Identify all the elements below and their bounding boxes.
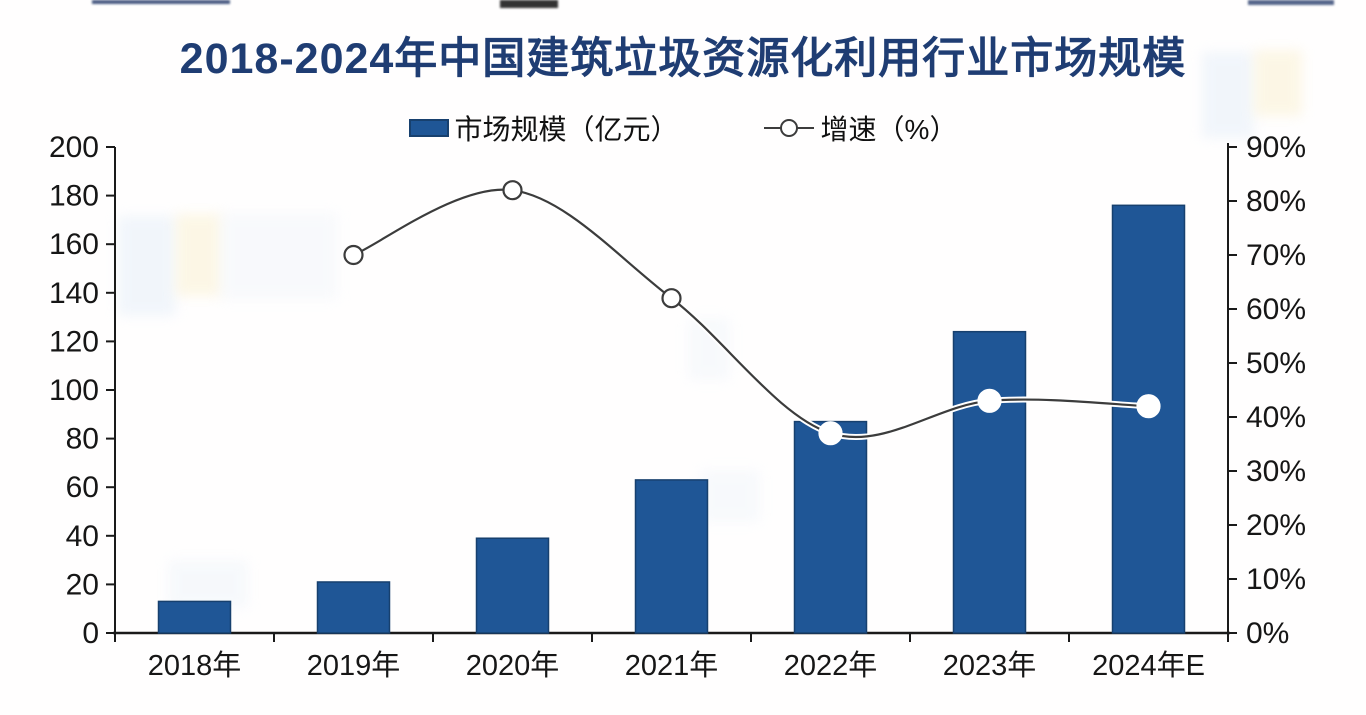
right-axis-tick-label: 20% <box>1246 509 1306 542</box>
bar-2020年 <box>475 537 550 634</box>
growth-marker-2022年 <box>818 421 843 446</box>
right-axis-tick-label: 0% <box>1246 617 1289 650</box>
bar-swatch-icon <box>408 119 449 137</box>
x-axis-category-label: 2023年 <box>943 649 1037 682</box>
bar-2023年 <box>952 330 1027 634</box>
left-axis-tick-label: 160 <box>49 228 99 261</box>
x-axis-category-label: 2018年 <box>148 649 242 682</box>
x-axis-category-label: 2022年 <box>784 649 878 682</box>
x-axis-category-label: 2019年 <box>307 649 401 682</box>
left-axis-tick-label: 200 <box>49 131 99 164</box>
right-axis-tick-label: 50% <box>1246 347 1306 380</box>
bar-2018年 <box>157 600 232 634</box>
left-axis-tick-label: 120 <box>49 325 99 358</box>
growth-marker-2024年E <box>1136 394 1161 419</box>
legend-label-market-size: 市场规模（亿元） <box>454 114 679 145</box>
right-axis-tick-label: 90% <box>1246 131 1306 164</box>
left-axis-tick-label: 20 <box>66 568 99 601</box>
bar-2019年 <box>316 581 391 634</box>
line-marker-icon <box>763 119 814 137</box>
legend-item-growth-rate: 增速（%） <box>763 108 958 148</box>
bar-2024年E <box>1111 204 1186 634</box>
bar-2021年 <box>634 479 709 634</box>
growth-marker-2019年 <box>343 244 364 266</box>
growth-marker-2023年 <box>977 388 1002 413</box>
legend-label-growth-rate: 增速（%） <box>820 114 958 145</box>
left-axis-tick-label: 0 <box>82 617 99 650</box>
left-axis-tick-label: 100 <box>49 374 99 407</box>
growth-marker-2020年 <box>502 180 523 201</box>
left-axis-tick-label: 180 <box>49 180 99 213</box>
right-axis-tick-label: 40% <box>1246 401 1306 434</box>
left-axis-tick-label: 80 <box>66 423 99 456</box>
right-axis-tick-label: 60% <box>1246 293 1306 326</box>
legend-item-market-size: 市场规模（亿元） <box>408 108 679 148</box>
legend: 市场规模（亿元） 增速（%） <box>0 108 1366 148</box>
x-axis-category-label: 2024年E <box>1092 649 1205 682</box>
right-axis-tick-label: 30% <box>1246 455 1306 488</box>
growth-line <box>353 188 1149 439</box>
bar-2022年 <box>793 420 868 634</box>
growth-marker-2021年 <box>661 288 682 309</box>
x-axis-category-label: 2021年 <box>625 649 719 682</box>
right-axis-tick-label: 70% <box>1246 239 1306 272</box>
x-axis-category-label: 2020年 <box>466 649 560 682</box>
left-axis-tick-label: 140 <box>49 277 99 310</box>
right-axis-tick-label: 80% <box>1246 185 1306 218</box>
right-axis-tick-label: 10% <box>1246 563 1306 596</box>
chart-title: 2018-2024年中国建筑垃圾资源化利用行业市场规模 <box>179 35 1187 83</box>
left-axis-tick-label: 60 <box>66 471 99 504</box>
left-axis-tick-label: 40 <box>66 520 99 553</box>
